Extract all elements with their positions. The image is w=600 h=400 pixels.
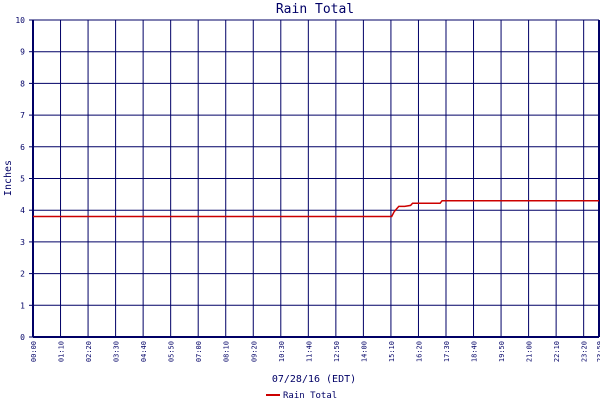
legend: Rain Total bbox=[266, 391, 337, 400]
chart-title: Rain Total bbox=[276, 2, 354, 17]
x-tick-labels: 00:00 01:10 02:20 03:30 04:40 05:50 07:00 08:10… bbox=[30, 341, 600, 362]
x-tick-label: 10:30 bbox=[278, 341, 286, 362]
legend-label-rain-total: Rain Total bbox=[283, 391, 337, 400]
x-tick-label: 23:20 bbox=[581, 341, 589, 362]
y-tick-labels: 0 1 2 3 4 5 6 7 8 9 10 bbox=[15, 16, 25, 342]
y-tick-label: 6 bbox=[20, 143, 25, 152]
y-tick-label: 4 bbox=[20, 206, 25, 215]
x-tick-label: 08:10 bbox=[223, 341, 231, 362]
series-line-rain-total bbox=[33, 199, 599, 218]
series-lines bbox=[33, 199, 599, 218]
y-tick-label: 10 bbox=[15, 16, 25, 25]
y-tick-label: 0 bbox=[20, 333, 25, 342]
x-tick-label: 03:30 bbox=[113, 341, 121, 362]
x-tick-label: 21:00 bbox=[526, 341, 534, 362]
y-tick-label: 7 bbox=[20, 111, 25, 120]
x-tick-label: 18:40 bbox=[471, 341, 479, 362]
x-tick-label: 11:40 bbox=[305, 341, 313, 362]
x-tick-label: 17:30 bbox=[443, 341, 451, 362]
chart-axes bbox=[29, 19, 600, 338]
y-tick-label: 8 bbox=[20, 79, 25, 88]
chart-grid bbox=[32, 19, 600, 338]
x-tick-label: 19:50 bbox=[498, 341, 506, 362]
x-tick-label: 00:00 bbox=[30, 341, 38, 362]
x-tick-label: 07:00 bbox=[195, 341, 203, 362]
y-tick-label: 1 bbox=[20, 301, 25, 310]
y-tick-label: 3 bbox=[20, 238, 25, 247]
x-tick-label: 02:20 bbox=[85, 341, 93, 362]
x-tick-label: 12:50 bbox=[333, 341, 341, 362]
x-axis-label: 07/28/16 (EDT) bbox=[272, 374, 356, 385]
x-tick-label: 01:10 bbox=[58, 341, 66, 362]
x-tick-label: 22:10 bbox=[553, 341, 561, 362]
y-tick-label: 9 bbox=[20, 48, 25, 57]
x-tick-label: 23:59 bbox=[596, 341, 600, 362]
x-tick-label: 05:50 bbox=[168, 341, 176, 362]
x-tick-label: 09:20 bbox=[250, 341, 258, 362]
y-axis-label: Inches bbox=[3, 160, 14, 196]
x-tick-label: 14:00 bbox=[360, 341, 368, 362]
y-tick-label: 5 bbox=[20, 175, 25, 184]
x-tick-label: 04:40 bbox=[140, 341, 148, 362]
x-tick-label: 16:20 bbox=[415, 341, 423, 362]
x-tick-label: 15:10 bbox=[388, 341, 396, 362]
y-tick-label: 2 bbox=[20, 270, 25, 279]
